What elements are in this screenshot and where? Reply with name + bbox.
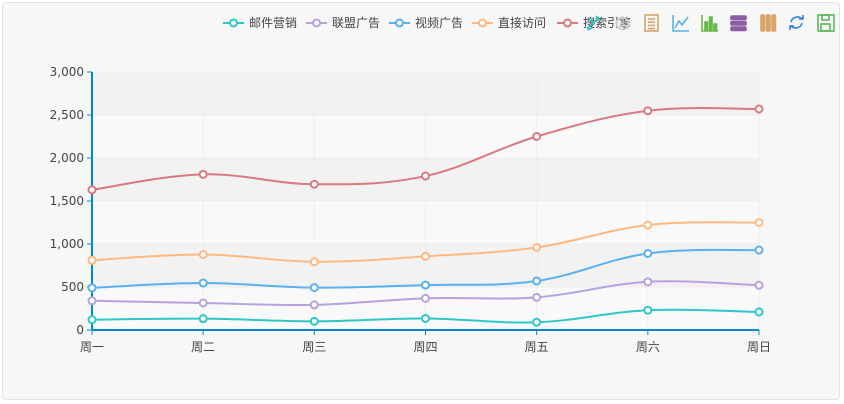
data-point[interactable] [532,317,542,327]
x-tick-label: 周四 [413,340,437,354]
data-point[interactable] [309,179,319,189]
data-point[interactable] [421,313,430,323]
data-point[interactable] [643,248,653,258]
data-point[interactable] [532,132,542,141]
line-chart-icon[interactable] [672,15,689,32]
legend-item[interactable]: 直接访问 [472,15,546,30]
save-image-icon[interactable] [817,14,835,32]
y-tick-label: 0 [76,323,84,337]
data-point[interactable] [421,280,430,290]
legend-label: 邮件营销 [249,16,297,30]
data-point[interactable] [643,305,653,315]
x-tick-label: 周日 [747,340,771,354]
x-tick-label: 周六 [636,340,660,354]
data-point[interactable] [198,278,208,288]
mark-undo-icon[interactable] [615,16,630,31]
legend-label: 直接访问 [498,15,546,30]
y-tick-label: 1,500 [50,194,84,208]
bar-chart-icon[interactable] [701,15,718,32]
data-point[interactable] [754,280,764,290]
legend-item[interactable]: 视频广告 [389,15,463,30]
data-point[interactable] [87,296,97,306]
data-point[interactable] [309,316,319,326]
legend-item[interactable]: 联盟广告 [306,16,380,30]
tiled-icon[interactable] [760,14,777,32]
legend-swatch-marker [229,18,238,28]
y-tick-label: 1,000 [50,237,84,251]
data-point[interactable] [198,314,208,324]
data-point[interactable] [754,307,764,317]
y-tick-label: 500 [61,280,84,294]
legend-swatch-marker [395,18,404,28]
x-tick-label: 周二 [191,340,215,354]
data-point[interactable] [421,171,430,181]
data-point[interactable] [643,277,653,287]
data-point[interactable] [87,185,97,195]
data-point[interactable] [421,293,430,303]
legend-label: 视频广告 [415,15,463,30]
data-point[interactable] [421,251,430,261]
legend-label: 联盟广告 [332,16,380,30]
legend: 邮件营销 联盟广告 视频广告 直接访问 搜索引擎 [223,15,631,30]
data-point[interactable] [643,220,653,230]
legend-item[interactable]: 邮件营销 [223,16,297,30]
toolbox [586,14,835,32]
data-point[interactable] [309,283,319,293]
x-axis-ticks: 周一 周二 周三 周四 周五 周六 周日 [80,330,771,354]
restore-icon[interactable] [789,15,804,30]
legend-swatch-marker [478,18,487,28]
data-point[interactable] [198,249,208,259]
y-tick-label: 2,500 [50,108,84,122]
series-points [87,104,764,327]
x-tick-label: 周三 [302,340,326,354]
x-tick-label: 周五 [525,340,549,354]
x-tick-label: 周一 [80,340,104,354]
data-point[interactable] [87,283,97,293]
data-point[interactable] [754,104,764,114]
stack-icon[interactable] [730,15,747,32]
data-point[interactable] [532,292,542,302]
data-point[interactable] [309,257,319,267]
data-point[interactable] [309,300,319,310]
y-tick-label: 2,000 [50,151,84,165]
data-view-icon[interactable] [644,14,659,32]
data-point[interactable] [532,242,542,252]
legend-swatch-marker [312,18,321,28]
data-point[interactable] [198,169,208,179]
data-point[interactable] [532,276,542,286]
data-point[interactable] [198,298,208,308]
y-axis-ticks: 0 500 1,000 1,500 2,000 2,500 3,000 [50,65,92,337]
data-point[interactable] [754,218,764,227]
data-point[interactable] [87,315,97,325]
data-point[interactable] [754,245,764,255]
data-point[interactable] [87,255,97,265]
data-point[interactable] [643,106,653,116]
y-tick-label: 3,000 [50,65,84,79]
mark-icon[interactable] [586,15,602,31]
legend-swatch-marker [563,18,572,28]
